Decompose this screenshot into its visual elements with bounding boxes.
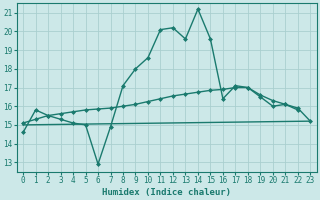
X-axis label: Humidex (Indice chaleur): Humidex (Indice chaleur)	[102, 188, 231, 197]
